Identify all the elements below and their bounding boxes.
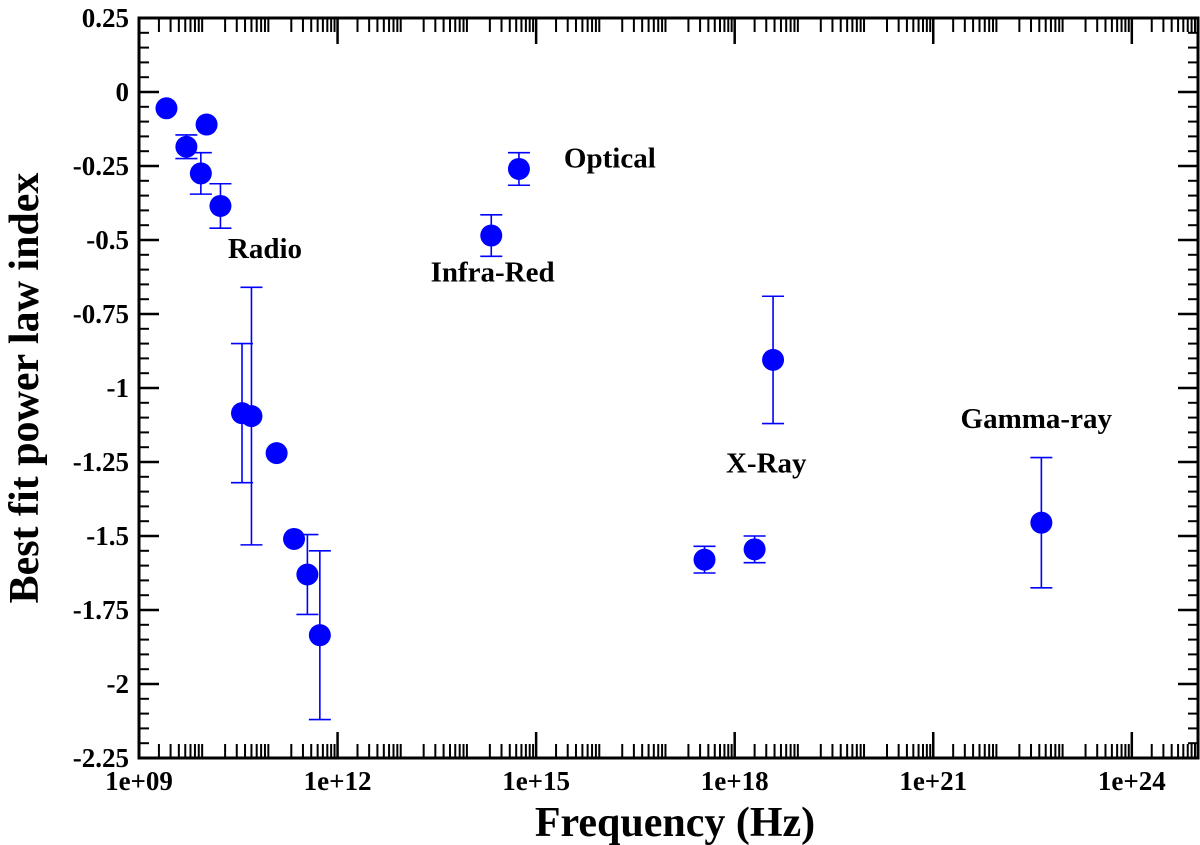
y-tick-labels: 0.25 0 -0.25 -0.5 -0.75 -1 -1.25 -1.5 -1.75 -2 -2.… (73, 3, 129, 773)
data-point (189, 162, 212, 185)
y-tick-label: -0.5 (86, 225, 129, 255)
annotation-label: Radio (228, 233, 302, 265)
y-tick-label: -0.75 (73, 299, 129, 329)
data-point (308, 624, 331, 647)
data-point (480, 224, 503, 247)
y-axis-title: Best fit power law index (2, 173, 48, 604)
annotation-label: Infra-Red (431, 256, 555, 288)
major-ticks (137, 16, 1198, 760)
y-tick-label: -1.25 (73, 447, 129, 477)
data-point (693, 548, 716, 571)
error-bars (175, 134, 1053, 721)
data-point (762, 348, 785, 371)
x-tick-label: 1e+24 (1098, 766, 1166, 796)
data-point (155, 97, 178, 120)
data-points (155, 97, 1053, 647)
y-tick-label: -2 (107, 669, 130, 699)
x-tick-label: 1e+12 (304, 766, 372, 796)
x-tick-label: 1e+21 (899, 766, 967, 796)
plot-frame (137, 16, 1200, 760)
x-tick-label: 1e+09 (105, 766, 173, 796)
data-point (175, 135, 198, 158)
x-tick-labels: 1e+09 1e+12 1e+15 1e+18 1e+21 1e+24 (105, 766, 1166, 796)
y-tick-label: 0 (116, 77, 130, 107)
data-point (507, 157, 530, 180)
y-tick-label: -1 (107, 373, 130, 403)
data-point (743, 538, 766, 561)
data-point (283, 527, 306, 550)
y-tick-label: -1.75 (73, 595, 129, 625)
x-tick-label: 1e+18 (701, 766, 769, 796)
annotations: Radio Infra-Red Optical X-Ray Gamma-ray (228, 142, 1113, 479)
annotation-label: X-Ray (726, 447, 807, 479)
data-point (195, 113, 218, 136)
x-axis-title: Frequency (Hz) (535, 800, 815, 845)
data-point (265, 442, 288, 465)
data-point (296, 563, 319, 586)
x-tick-label: 1e+15 (502, 766, 570, 796)
y-tick-label: -2.25 (73, 743, 129, 773)
annotation-label: Optical (564, 142, 656, 174)
y-tick-label: 0.25 (82, 3, 129, 33)
annotation-label: Gamma-ray (961, 403, 1113, 435)
data-point (209, 194, 232, 217)
y-tick-label: -1.5 (86, 521, 129, 551)
data-point (1030, 511, 1053, 534)
y-tick-label: -0.25 (73, 151, 129, 181)
minor-ticks (139, 17, 1198, 759)
data-point (240, 405, 263, 428)
